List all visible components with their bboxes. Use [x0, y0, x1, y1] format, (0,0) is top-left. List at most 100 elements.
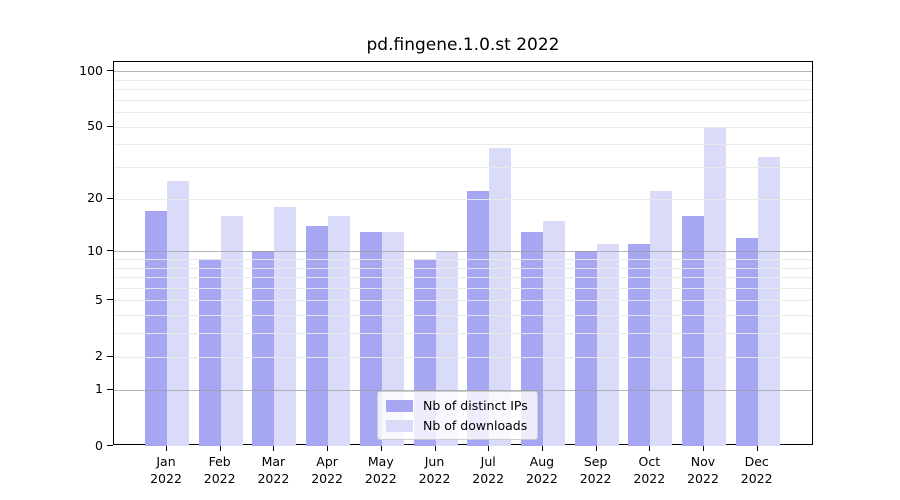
y-tick-mark — [107, 355, 113, 357]
bar-distinct-ips — [198, 259, 221, 446]
minor-gridline — [114, 267, 812, 269]
minor-gridline — [114, 277, 812, 279]
legend-swatch — [386, 419, 413, 432]
plot-area — [113, 61, 813, 446]
x-tick-mark — [327, 445, 329, 451]
y-tick-mark — [107, 70, 113, 72]
minor-gridline — [114, 126, 812, 128]
bar-downloads — [489, 148, 512, 446]
y-axis-tick-label: 2 — [95, 348, 103, 364]
bar-distinct-ips — [145, 211, 167, 446]
x-tick-mark — [166, 445, 167, 451]
legend-swatch — [386, 399, 413, 412]
legend-label: Nb of downloads — [423, 418, 528, 433]
bar-downloads — [328, 215, 351, 446]
x-tick-mark — [488, 445, 490, 451]
chart-title: pd.fingene.1.0.st 2022 — [366, 35, 560, 55]
year-label: 2022 — [311, 470, 343, 486]
bar-downloads — [757, 157, 780, 446]
y-axis-tick-label: 100 — [79, 62, 103, 78]
major-gridline — [114, 71, 812, 73]
minor-gridline — [114, 99, 812, 101]
legend-entry: Nb of downloads — [386, 417, 528, 434]
bar-distinct-ips — [574, 251, 597, 446]
month-label: Apr — [316, 454, 338, 469]
y-axis-tick-label: 1 — [95, 381, 103, 397]
x-axis-tick-label: Feb 2022 — [188, 454, 252, 487]
y-axis-tick-label: 50 — [87, 118, 103, 134]
bar-downloads — [274, 206, 297, 446]
minor-gridline — [114, 144, 812, 146]
x-tick-mark — [434, 445, 436, 451]
x-axis-tick-label: Sep 2022 — [564, 454, 628, 487]
year-label: 2022 — [203, 470, 236, 486]
month-label: Jun — [424, 454, 445, 469]
bar-downloads — [167, 181, 189, 446]
minor-gridline — [114, 89, 812, 91]
minor-gridline — [114, 315, 812, 317]
month-label: May — [367, 454, 394, 469]
x-tick-mark — [541, 445, 543, 451]
year-label: 2022 — [633, 470, 666, 486]
year-label: 2022 — [525, 470, 558, 486]
minor-gridline — [114, 167, 812, 169]
year-label: 2022 — [579, 470, 612, 486]
minor-gridline — [114, 356, 812, 358]
minor-gridline — [114, 259, 812, 260]
month-label: Dec — [744, 454, 769, 469]
minor-gridline — [114, 300, 812, 302]
y-tick-mark — [107, 388, 113, 390]
bar-downloads — [650, 191, 673, 446]
bar-distinct-ips — [735, 237, 758, 446]
x-tick-mark — [273, 445, 275, 451]
x-axis-tick-label: Aug 2022 — [510, 454, 574, 487]
minor-gridline — [114, 79, 812, 81]
year-label: 2022 — [472, 470, 505, 486]
minor-gridline — [114, 112, 812, 114]
x-axis-tick-label: Jan 2022 — [134, 454, 198, 487]
y-tick-mark — [107, 125, 113, 127]
x-tick-mark — [380, 445, 382, 451]
x-tick-mark — [595, 445, 597, 451]
bar-downloads — [704, 126, 726, 446]
x-axis-tick-label: Dec 2022 — [725, 454, 789, 487]
bar-distinct-ips — [306, 226, 329, 446]
y-tick-mark — [107, 445, 113, 446]
major-gridline — [114, 389, 812, 391]
x-axis-tick-label: Nov 2022 — [671, 454, 735, 487]
minor-gridline — [114, 333, 812, 335]
bar-downloads — [596, 244, 619, 446]
bar-distinct-ips — [628, 244, 651, 446]
bar-distinct-ips — [467, 191, 490, 446]
y-axis-tick-label: 5 — [95, 291, 103, 307]
year-label: 2022 — [364, 470, 397, 486]
y-axis-tick-label: 20 — [87, 190, 103, 206]
bar-distinct-ips — [252, 251, 275, 446]
x-tick-mark — [649, 445, 651, 451]
bar-downloads — [220, 215, 243, 446]
month-label: Nov — [690, 454, 716, 469]
x-axis-tick-label: Oct 2022 — [617, 454, 681, 487]
x-axis-tick-label: May 2022 — [349, 454, 413, 487]
y-axis-tick-label: 10 — [87, 242, 103, 258]
y-tick-mark — [107, 250, 113, 252]
year-label: 2022 — [687, 470, 719, 486]
y-tick-mark — [107, 299, 113, 301]
x-tick-mark — [219, 445, 221, 451]
x-tick-mark — [703, 445, 704, 451]
x-axis-tick-label: Apr 2022 — [295, 454, 359, 487]
major-gridline — [114, 251, 812, 253]
y-axis-tick-label: 0 — [95, 437, 103, 453]
y-tick-mark — [107, 197, 113, 199]
year-label: 2022 — [418, 470, 451, 486]
x-axis-tick-label: Mar 2022 — [241, 454, 305, 487]
month-label: Feb — [208, 454, 231, 469]
bar-distinct-ips — [359, 231, 382, 446]
bar-distinct-ips — [682, 215, 704, 446]
legend-label: Nb of distinct IPs — [423, 398, 528, 413]
month-label: Jan — [156, 454, 176, 469]
x-axis-tick-label: Jun 2022 — [403, 454, 467, 487]
month-label: Mar — [261, 454, 286, 469]
year-label: 2022 — [150, 470, 182, 486]
